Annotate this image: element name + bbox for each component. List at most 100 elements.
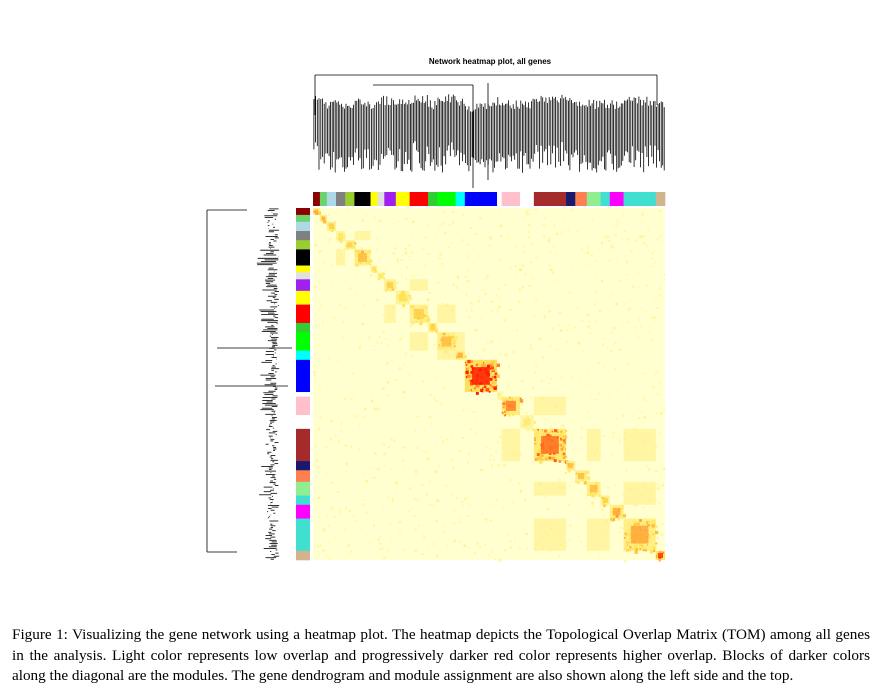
left-module-swatch <box>296 396 310 416</box>
heatmap-cell <box>549 268 553 272</box>
heatmap-cell <box>659 287 661 290</box>
heatmap-cell <box>328 541 331 544</box>
heatmap-cell <box>345 470 347 473</box>
heatmap-cell <box>348 509 352 513</box>
heatmap-cell <box>466 244 469 246</box>
heatmap-cell <box>643 415 647 419</box>
heatmap-cell <box>530 242 533 245</box>
heatmap-cell <box>394 379 397 381</box>
top-module-swatch <box>354 192 371 206</box>
heatmap-cell <box>382 443 386 446</box>
heatmap-cell <box>602 236 606 238</box>
heatmap-cell <box>328 524 330 527</box>
heatmap-cell <box>491 504 495 506</box>
heatmap-cell <box>590 254 593 257</box>
heatmap-cell <box>428 317 430 319</box>
heatmap-cell <box>631 374 634 378</box>
heatmap-cell <box>403 396 405 400</box>
heatmap-cell <box>374 216 376 219</box>
heatmap-cell <box>664 476 666 479</box>
heatmap-cell <box>479 295 481 299</box>
heatmap-cell <box>645 399 647 402</box>
heatmap-cell <box>549 377 553 380</box>
heatmap-cell <box>637 424 640 427</box>
heatmap-cell <box>637 337 641 339</box>
heatmap-cell <box>460 501 464 503</box>
tom-heatmap-figure <box>206 74 666 563</box>
heatmap-cell <box>482 289 485 291</box>
heatmap-cell <box>458 521 461 523</box>
heatmap-title: Network heatmap plot, all genes <box>428 57 552 66</box>
heatmap-cell <box>470 310 474 312</box>
module-block-7 <box>377 272 386 281</box>
heatmap-cell <box>548 237 551 240</box>
heatmap-cell <box>561 424 565 427</box>
heatmap-cell <box>326 515 328 518</box>
heatmap-cell <box>625 274 629 276</box>
heatmap-cell <box>363 500 365 501</box>
heatmap-cell <box>611 451 613 454</box>
heatmap-cell <box>352 515 355 518</box>
heatmap-cell <box>625 279 627 281</box>
heatmap-cell <box>601 333 603 336</box>
heatmap-cell <box>413 515 416 517</box>
heatmap-cell <box>335 212 338 214</box>
heatmap-cell <box>594 290 598 294</box>
heatmap-cell <box>401 275 403 277</box>
heatmap-cell <box>364 407 367 411</box>
heatmap-cell <box>545 375 548 378</box>
left-module-swatch <box>296 240 310 250</box>
heatmap-cell <box>574 448 576 451</box>
heatmap-cell <box>634 326 636 329</box>
heatmap-cell <box>320 304 323 308</box>
heatmap-cell <box>646 249 649 252</box>
heatmap-cell <box>586 313 589 316</box>
heatmap-cell <box>401 363 404 365</box>
heatmap-cell <box>518 482 520 485</box>
heatmap-cell <box>587 325 590 329</box>
heatmap-cell <box>450 242 453 245</box>
heatmap-cell <box>566 341 569 343</box>
heatmap-cell <box>395 481 398 485</box>
heatmap-cell <box>413 275 416 278</box>
heatmap-cell <box>527 215 529 217</box>
heatmap-cell <box>352 372 355 374</box>
heatmap-cell <box>459 414 461 417</box>
heatmap-cell <box>465 293 467 296</box>
heatmap-cell <box>530 260 533 264</box>
heatmap-cell <box>315 429 319 432</box>
heatmap-cell <box>553 224 556 227</box>
heatmap-cell <box>339 509 341 512</box>
heatmap-cell <box>654 469 657 473</box>
heatmap-cell <box>415 470 417 473</box>
heatmap-cell <box>625 329 627 332</box>
heatmap-cell <box>568 292 572 294</box>
heatmap-cell <box>362 416 366 419</box>
heatmap-cell <box>371 399 374 403</box>
heatmap-cell <box>418 524 420 527</box>
heatmap-cell <box>521 380 524 383</box>
heatmap-cell <box>339 511 342 514</box>
heatmap-cell <box>572 268 574 270</box>
heatmap-cell <box>435 234 438 236</box>
heatmap-cell <box>402 465 404 469</box>
heatmap-cell <box>658 501 661 504</box>
heatmap-cell <box>656 487 660 490</box>
heatmap-cell <box>414 528 417 531</box>
heatmap-cell <box>453 510 455 513</box>
heatmap-cell <box>372 344 375 347</box>
heatmap-cell <box>497 464 500 467</box>
heatmap-cell <box>455 286 458 289</box>
heatmap-cell <box>532 386 534 390</box>
heatmap-cell <box>391 359 393 361</box>
heatmap-cell <box>322 549 325 552</box>
heatmap-cell <box>485 235 487 237</box>
heatmap-cell <box>611 454 613 457</box>
heatmap-cell <box>515 274 517 276</box>
heatmap-cell <box>579 436 583 440</box>
module-block-20 <box>575 470 591 485</box>
heatmap-cell <box>424 449 426 451</box>
heatmap-cell <box>556 348 559 351</box>
heatmap-cell <box>485 446 487 449</box>
heatmap-cell <box>638 318 640 322</box>
